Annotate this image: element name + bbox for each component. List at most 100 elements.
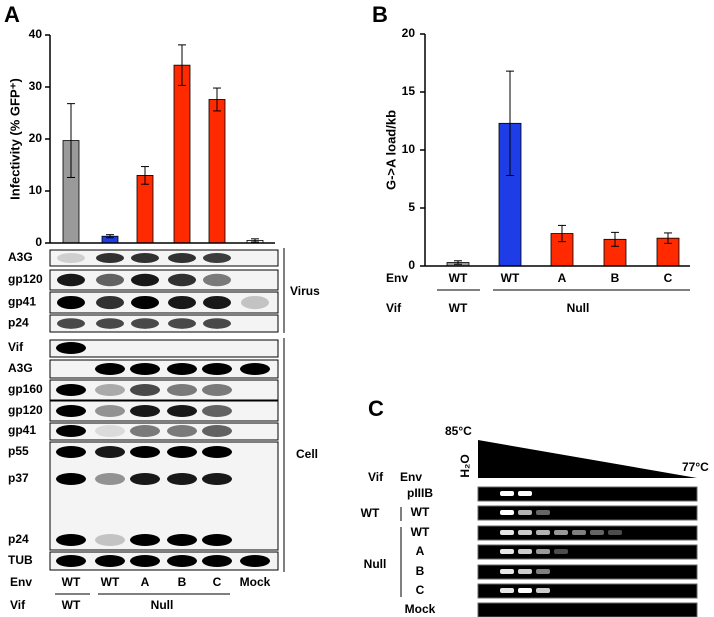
blot-band <box>96 253 124 263</box>
row-label: A <box>416 544 425 558</box>
gel-band <box>572 530 586 535</box>
x-tick-label: Mock <box>240 575 271 589</box>
x-tick-label: A <box>141 575 150 589</box>
blot-label: gp41 <box>8 295 36 309</box>
blot-band <box>95 473 125 485</box>
y-tick-label: 20 <box>29 131 43 145</box>
blot-label: gp120 <box>8 403 43 417</box>
x-tick-label: B <box>611 271 620 285</box>
blot-band <box>95 555 125 567</box>
blot-label: p55 <box>8 444 29 458</box>
blot-band <box>131 273 159 287</box>
row-label: Mock <box>405 602 436 616</box>
blot-band <box>167 363 197 375</box>
gel-band <box>554 549 568 554</box>
panel-label: A <box>4 2 20 27</box>
y-tick-label: 0 <box>35 235 42 249</box>
gel-band <box>554 530 568 535</box>
group-label: WT <box>361 506 380 520</box>
blot-band <box>56 555 86 567</box>
gel-band <box>536 510 550 515</box>
row-label: Env <box>10 575 32 589</box>
blot-label: p24 <box>8 316 29 330</box>
blot-label: gp160 <box>8 382 43 396</box>
x-tick-label: C <box>664 271 673 285</box>
y-tick-label: 10 <box>29 183 43 197</box>
blot-band <box>57 253 85 263</box>
blot-band <box>131 253 159 263</box>
x-tick-label: WT <box>501 271 520 285</box>
row-label: Vif <box>10 598 26 612</box>
blot-band <box>56 384 86 396</box>
blot-band <box>96 273 124 287</box>
x-tick-label: B <box>178 575 187 589</box>
gel-band <box>518 510 532 515</box>
blot-band <box>130 534 160 546</box>
blot-band <box>95 534 125 546</box>
gel-band <box>536 569 550 574</box>
blot-strip <box>49 441 279 551</box>
blot-label: gp120 <box>8 272 43 286</box>
blot-band <box>56 534 86 546</box>
blot-band <box>240 555 270 567</box>
gel-lane <box>477 583 698 599</box>
blot-band <box>167 425 197 437</box>
blot-band <box>203 273 231 287</box>
blot-label: p37 <box>8 471 29 485</box>
blot-band <box>203 318 231 329</box>
panel-label: B <box>372 2 388 27</box>
gel-band <box>536 549 550 554</box>
blot-band <box>168 253 196 263</box>
blot-band <box>95 384 125 396</box>
blot-band <box>130 384 160 396</box>
gel-band <box>518 588 532 593</box>
gel-lane <box>477 564 698 580</box>
blot-label: TUB <box>8 553 33 567</box>
gel-band <box>500 549 514 554</box>
gel-lane <box>477 525 698 541</box>
gel-band <box>500 510 514 515</box>
blot-band <box>130 425 160 437</box>
x-tick-label: A <box>558 271 567 285</box>
row-label: C <box>416 583 425 597</box>
blot-band <box>95 446 125 458</box>
gel-lane <box>477 544 698 560</box>
gel-band <box>518 549 532 554</box>
y-tick-label: 5 <box>408 200 415 214</box>
header: Env <box>400 470 422 484</box>
blot-band <box>57 273 85 287</box>
panel-label: C <box>368 396 384 421</box>
blot-band <box>56 342 86 354</box>
blot-band <box>56 473 86 485</box>
blot-band <box>203 295 231 310</box>
x-tick-label: C <box>213 575 222 589</box>
blot-label: A3G <box>8 250 33 264</box>
gel-band <box>518 530 532 535</box>
group-label: Null <box>364 557 387 571</box>
gel-lane <box>477 602 698 617</box>
gradient-triangle <box>478 440 697 478</box>
water-label: H₂O <box>458 454 472 477</box>
group-label: Null <box>567 301 590 315</box>
blot-label: p24 <box>8 532 29 546</box>
group-label: WT <box>449 301 468 315</box>
x-tick-label: WT <box>449 271 468 285</box>
bar <box>136 174 154 244</box>
gel-band <box>500 530 514 535</box>
bar <box>173 64 191 244</box>
group-label: Virus <box>290 284 320 298</box>
y-tick-label: 10 <box>402 142 416 156</box>
gel-band <box>608 530 622 535</box>
blot-band <box>167 555 197 567</box>
temp-label: 85°C <box>445 424 472 438</box>
blot-band <box>167 473 197 485</box>
blot-band <box>203 253 231 263</box>
row-label: Vif <box>386 301 402 315</box>
y-tick-label: 0 <box>408 258 415 272</box>
row-label: Env <box>386 271 408 285</box>
blot-band <box>130 555 160 567</box>
blot-band <box>56 425 86 437</box>
gel-band <box>536 588 550 593</box>
gel-lane <box>477 486 698 502</box>
